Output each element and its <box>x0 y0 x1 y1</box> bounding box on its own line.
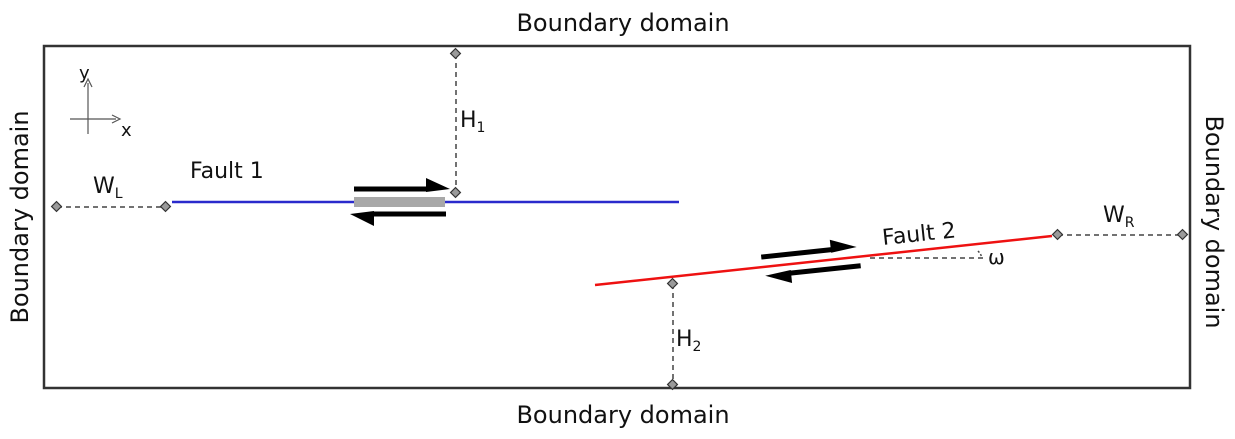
dimension-wl: WL <box>50 174 172 213</box>
axis-y-label: y <box>79 63 90 84</box>
boundary-label-right: Boundary domain <box>1200 115 1228 328</box>
coordinate-axes: x y <box>70 63 132 141</box>
dimension-h1: H1 <box>449 47 485 199</box>
fault-2-label: Fault 2 <box>881 218 957 251</box>
boundary-label-left: Boundary domain <box>6 110 34 323</box>
h2-label: H2 <box>676 327 701 355</box>
fault-1-patch <box>354 197 445 207</box>
fault-2-slip-arrows <box>760 239 861 283</box>
fault-1-label: Fault 1 <box>190 159 264 184</box>
axis-x-label: x <box>121 120 132 141</box>
wr-label: WR <box>1103 203 1135 231</box>
dimension-wr: WR <box>1051 203 1189 241</box>
h1-label: H1 <box>460 108 485 136</box>
dimension-h2: H2 <box>666 277 701 391</box>
boundary-label-bottom: Boundary domain <box>516 401 729 429</box>
fault-2-line <box>594 234 1053 287</box>
fault-2-angle: ω <box>870 245 1005 269</box>
fault-1-slip-arrows <box>350 178 450 226</box>
boundary-label-top: Boundary domain <box>516 9 729 37</box>
wl-label: WL <box>93 174 123 202</box>
domain-frame <box>42 44 1192 390</box>
omega-label: ω <box>988 245 1005 269</box>
